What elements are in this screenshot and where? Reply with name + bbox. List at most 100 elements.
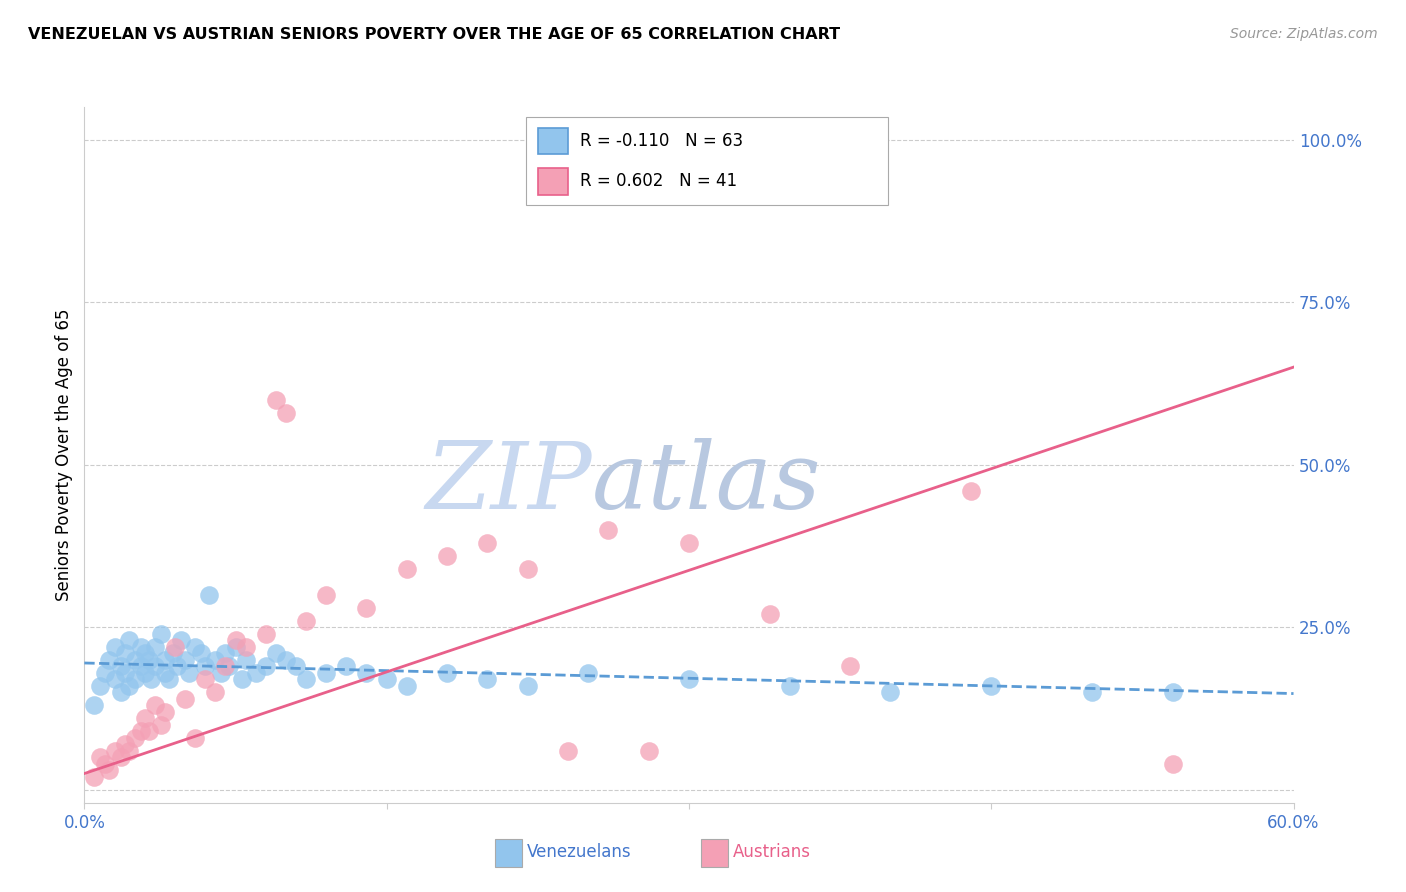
Point xyxy=(235,640,257,654)
Point xyxy=(879,685,901,699)
Point xyxy=(678,535,700,549)
Point xyxy=(231,672,253,686)
Point xyxy=(209,665,232,680)
Point xyxy=(356,665,378,680)
Point xyxy=(174,691,197,706)
Point xyxy=(225,640,247,654)
Point xyxy=(395,679,418,693)
Text: Source: ZipAtlas.com: Source: ZipAtlas.com xyxy=(1230,27,1378,41)
Point xyxy=(143,659,166,673)
Point xyxy=(118,679,141,693)
Text: atlas: atlas xyxy=(592,438,821,528)
Text: Venezuelans: Venezuelans xyxy=(527,843,631,861)
Point xyxy=(1161,685,1184,699)
Point xyxy=(204,685,226,699)
Text: R = -0.110   N = 63: R = -0.110 N = 63 xyxy=(581,132,744,150)
Point xyxy=(174,653,197,667)
Point xyxy=(153,705,176,719)
Point xyxy=(134,665,156,680)
FancyBboxPatch shape xyxy=(538,128,568,154)
Point xyxy=(139,672,162,686)
Point xyxy=(557,744,579,758)
Point xyxy=(980,679,1002,693)
Point xyxy=(124,731,146,745)
Point xyxy=(138,724,160,739)
Point xyxy=(214,646,236,660)
Point xyxy=(436,665,458,680)
Point xyxy=(335,659,357,673)
Point xyxy=(839,659,862,673)
Point xyxy=(295,672,318,686)
Point xyxy=(960,483,983,498)
Point xyxy=(516,562,538,576)
Point xyxy=(83,698,105,713)
FancyBboxPatch shape xyxy=(538,169,568,194)
Point xyxy=(194,659,217,673)
Point xyxy=(149,718,172,732)
Point xyxy=(89,679,111,693)
Point xyxy=(637,744,659,758)
Point xyxy=(114,737,136,751)
Point xyxy=(89,750,111,764)
FancyBboxPatch shape xyxy=(702,839,728,867)
Point xyxy=(779,679,801,693)
Point xyxy=(153,653,176,667)
Point xyxy=(143,698,166,713)
Point xyxy=(184,731,207,745)
Point xyxy=(375,672,398,686)
Point xyxy=(678,672,700,686)
Point xyxy=(477,672,499,686)
Point xyxy=(170,633,193,648)
Point xyxy=(165,640,187,654)
Point xyxy=(356,600,378,615)
Point xyxy=(264,646,287,660)
Point xyxy=(274,406,297,420)
Point xyxy=(758,607,780,622)
Point xyxy=(129,659,152,673)
Point xyxy=(124,653,146,667)
Point xyxy=(477,535,499,549)
Y-axis label: Seniors Poverty Over the Age of 65: Seniors Poverty Over the Age of 65 xyxy=(55,309,73,601)
Point xyxy=(198,588,221,602)
Point xyxy=(83,770,105,784)
Point xyxy=(194,672,217,686)
Point xyxy=(104,640,127,654)
FancyBboxPatch shape xyxy=(495,839,522,867)
Point xyxy=(134,711,156,725)
Point xyxy=(576,665,599,680)
Point xyxy=(110,685,132,699)
Point xyxy=(264,392,287,407)
Point xyxy=(110,659,132,673)
Point xyxy=(97,653,120,667)
Point xyxy=(97,764,120,778)
Point xyxy=(284,659,308,673)
Point xyxy=(225,633,247,648)
Point xyxy=(118,744,141,758)
Point xyxy=(114,646,136,660)
Point xyxy=(110,750,132,764)
Point xyxy=(315,665,337,680)
Point xyxy=(114,665,136,680)
Point xyxy=(184,640,207,654)
Point xyxy=(598,523,620,537)
Text: Austrians: Austrians xyxy=(733,843,810,861)
Point xyxy=(1081,685,1104,699)
FancyBboxPatch shape xyxy=(526,118,889,205)
Point xyxy=(516,679,538,693)
Point xyxy=(295,614,318,628)
Point xyxy=(143,640,166,654)
Point xyxy=(129,724,152,739)
Point xyxy=(166,659,188,673)
Text: ZIP: ZIP xyxy=(426,438,592,528)
Point xyxy=(104,672,127,686)
Point xyxy=(129,640,152,654)
Point xyxy=(118,633,141,648)
Point xyxy=(190,646,212,660)
Point xyxy=(149,626,172,640)
Text: R = 0.602   N = 41: R = 0.602 N = 41 xyxy=(581,172,737,191)
Point xyxy=(104,744,127,758)
Point xyxy=(138,653,160,667)
Point xyxy=(436,549,458,563)
Point xyxy=(153,665,176,680)
Point xyxy=(395,562,418,576)
